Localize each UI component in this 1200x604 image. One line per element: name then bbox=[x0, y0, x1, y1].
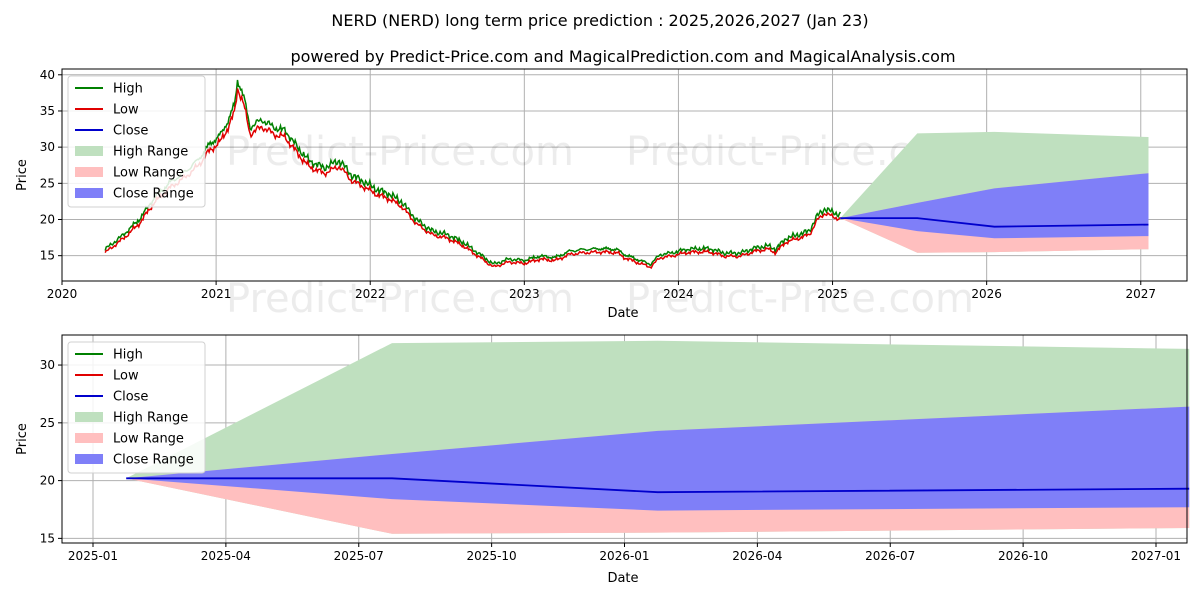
y-tick-label: 25 bbox=[40, 416, 55, 430]
legend-label: High Range bbox=[113, 411, 188, 426]
legend-label: Close bbox=[113, 124, 148, 139]
y-tick-label: 30 bbox=[40, 358, 55, 372]
y-axis-label: Price bbox=[15, 159, 30, 191]
y-tick-label: 35 bbox=[40, 104, 55, 118]
x-tick-label: 2027-01 bbox=[1131, 549, 1181, 563]
legend-label: High bbox=[113, 82, 143, 97]
y-tick-label: 40 bbox=[40, 68, 55, 82]
y-tick-label: 20 bbox=[40, 474, 55, 488]
x-tick-label: 2027 bbox=[1125, 287, 1156, 301]
y-tick-label: 30 bbox=[40, 140, 55, 154]
legend-label: Close Range bbox=[113, 453, 194, 468]
high-series-line bbox=[104, 79, 841, 267]
legend-label: High bbox=[113, 348, 143, 363]
close-series-line bbox=[126, 477, 1190, 494]
legend-label: Low Range bbox=[113, 166, 184, 181]
long-term-legend: High Low Close High Range Low Range Close Ran… bbox=[67, 75, 206, 208]
x-tick-label: 2026-01 bbox=[599, 549, 649, 563]
forecast-zoom-panel: Predict-Price.com Predict-Price.com 2025… bbox=[15, 334, 1190, 586]
x-tick-label: 2025-04 bbox=[201, 549, 251, 563]
forecast-lines bbox=[126, 477, 1190, 494]
x-tick-label: 2022 bbox=[355, 287, 386, 301]
x-tick-label: 2026-10 bbox=[998, 549, 1048, 563]
legend-swatch bbox=[75, 146, 103, 156]
x-tick-label: 2025-10 bbox=[467, 549, 517, 563]
close-series-line bbox=[840, 217, 1149, 228]
y-tick-label: 20 bbox=[40, 212, 55, 226]
legend-label: High Range bbox=[113, 145, 188, 160]
x-tick-label: 2026-04 bbox=[732, 549, 782, 563]
x-tick-label: 2025-01 bbox=[68, 549, 118, 563]
legend-label: Low bbox=[113, 103, 139, 118]
x-tick-label: 2021 bbox=[201, 287, 232, 301]
long-term-lines bbox=[104, 79, 1149, 270]
forecast-legend: High Low Close High Range Low Range Close Ran… bbox=[67, 341, 206, 474]
low-series-line bbox=[104, 88, 841, 270]
forecast-ticks: 2025-01 2025-04 2025-07 2025-10 2026-01 2026-… bbox=[40, 358, 1181, 563]
y-tick-label: 15 bbox=[40, 531, 55, 545]
legend-swatch bbox=[75, 433, 103, 443]
legend-swatch bbox=[75, 412, 103, 422]
legend-swatch bbox=[75, 167, 103, 177]
x-tick-label: 2020 bbox=[47, 287, 78, 301]
x-tick-label: 2025 bbox=[817, 287, 848, 301]
legend-swatch bbox=[75, 188, 103, 198]
long-term-panel: Predict-Price.com Predict-Price.com Pred… bbox=[15, 68, 1188, 322]
legend-swatch bbox=[75, 454, 103, 464]
watermark-text: Predict-Price.com bbox=[226, 276, 574, 322]
legend-label: Low bbox=[113, 369, 139, 384]
long-term-ticks: 2020 2021 2022 2023 2024 2025 2026 202715202530… bbox=[40, 68, 1156, 301]
chart-title: NERD (NERD) long term price prediction :… bbox=[331, 11, 868, 30]
x-axis-label: Date bbox=[607, 306, 638, 321]
y-tick-label: 15 bbox=[40, 249, 55, 263]
close-range-band bbox=[126, 406, 1190, 511]
forecast-bands bbox=[126, 340, 1190, 534]
x-tick-label: 2026-07 bbox=[865, 549, 915, 563]
long-term-watermarks: Predict-Price.com Predict-Price.com Pred… bbox=[226, 129, 974, 322]
legend-label: Low Range bbox=[113, 432, 184, 447]
x-axis-label: Date bbox=[607, 571, 638, 586]
long-term-bands bbox=[840, 131, 1149, 253]
y-axis-label: Price bbox=[15, 423, 30, 455]
legend-label: Close Range bbox=[113, 187, 194, 202]
chart-subtitle: powered by Predict-Price.com and Magical… bbox=[290, 47, 955, 66]
y-tick-label: 25 bbox=[40, 176, 55, 190]
long-term-frame bbox=[61, 68, 1188, 282]
close-range-band bbox=[840, 173, 1149, 239]
x-tick-label: 2026 bbox=[971, 287, 1002, 301]
legend-label: Close bbox=[113, 390, 148, 405]
x-tick-label: 2024 bbox=[663, 287, 694, 301]
watermark-text: Predict-Price.com bbox=[626, 276, 974, 322]
x-tick-label: 2023 bbox=[509, 287, 540, 301]
watermark-text: Predict-Price.com bbox=[226, 129, 574, 175]
x-tick-label: 2025-07 bbox=[334, 549, 384, 563]
